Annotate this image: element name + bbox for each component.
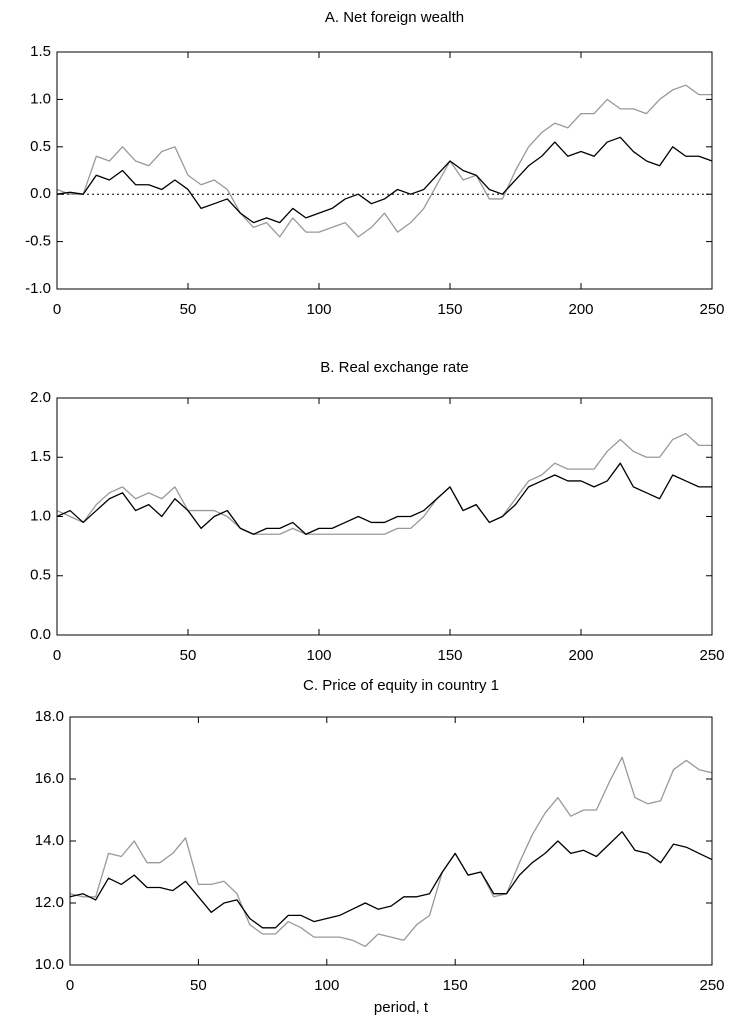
series-line — [69, 831, 713, 929]
x-tick-label: 50 — [180, 301, 197, 318]
y-tick-label: -0.5 — [25, 233, 51, 250]
x-tick-label: 200 — [571, 977, 596, 994]
x-tick-label: 150 — [437, 301, 462, 318]
x-tick-label: 200 — [568, 301, 593, 318]
y-tick-label: 16.0 — [35, 770, 64, 787]
x-tick-label: 250 — [699, 647, 724, 664]
y-tick-label: 0.5 — [30, 138, 51, 155]
x-tick-label: 100 — [306, 301, 331, 318]
series-line — [56, 84, 712, 238]
x-tick-label: 0 — [53, 647, 61, 664]
plot-frame — [56, 397, 713, 636]
series-line — [56, 462, 712, 535]
y-tick-label: -1.0 — [25, 280, 51, 297]
y-tick-label: 18.0 — [35, 708, 64, 725]
chart-title: B. Real exchange rate — [320, 359, 468, 376]
plot-frame — [56, 51, 713, 290]
plot-frame — [69, 716, 713, 966]
chart-title: A. Net foreign wealth — [325, 9, 464, 26]
y-tick-label: 0.0 — [30, 626, 51, 643]
x-tick-label: 250 — [699, 977, 724, 994]
x-tick-label: 0 — [66, 977, 74, 994]
y-tick-label: 10.0 — [35, 956, 64, 973]
x-tick-label: 150 — [437, 647, 462, 664]
y-tick-label: 2.0 — [30, 389, 51, 406]
y-tick-label: 14.0 — [35, 832, 64, 849]
series-line — [69, 756, 713, 948]
x-axis-label: period, t — [374, 999, 429, 1016]
x-tick-label: 50 — [180, 647, 197, 664]
x-tick-label: 200 — [568, 647, 593, 664]
x-tick-label: 100 — [306, 647, 331, 664]
y-tick-label: 12.0 — [35, 894, 64, 911]
y-tick-label: 1.5 — [30, 43, 51, 60]
y-tick-label: 0.5 — [30, 567, 51, 584]
x-tick-label: 100 — [314, 977, 339, 994]
y-tick-label: 1.5 — [30, 448, 51, 465]
chart-title: C. Price of equity in country 1 — [303, 677, 499, 694]
series-line — [56, 432, 712, 535]
y-tick-label: 0.0 — [30, 185, 51, 202]
x-tick-label: 250 — [699, 301, 724, 318]
x-tick-label: 0 — [53, 301, 61, 318]
series-line — [56, 136, 713, 224]
x-tick-label: 50 — [190, 977, 207, 994]
y-tick-label: 1.0 — [30, 90, 51, 107]
x-tick-label: 150 — [443, 977, 468, 994]
y-tick-label: 1.0 — [30, 507, 51, 524]
